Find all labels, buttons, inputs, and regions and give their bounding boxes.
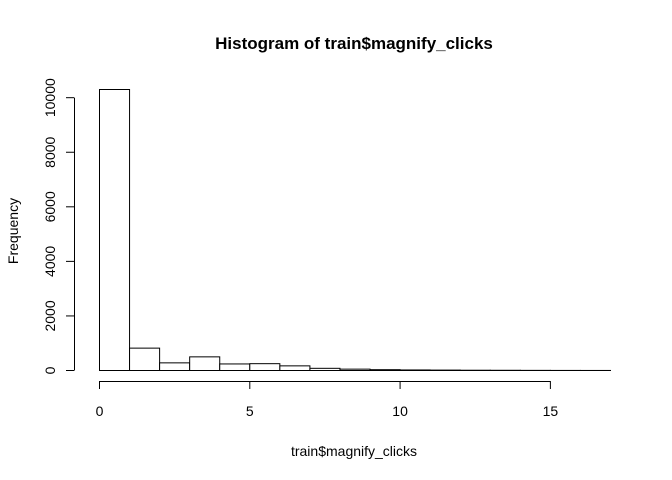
y-tick-label: 2000 [42, 300, 58, 331]
histogram-bar [279, 365, 311, 371]
y-axis-label: Frequency [5, 198, 21, 264]
y-tick-label: 4000 [42, 246, 58, 277]
histogram-bar [189, 356, 221, 371]
y-tick-label: 0 [42, 366, 58, 374]
histogram-bar [369, 369, 401, 371]
y-tick-label: 10000 [42, 78, 58, 117]
histogram-bar [159, 362, 191, 372]
x-tick-label: 5 [246, 403, 254, 419]
histogram-bar [309, 367, 341, 371]
bars-group [99, 89, 611, 372]
y-tick-label: 6000 [42, 191, 58, 222]
x-tick-label: 15 [543, 403, 559, 419]
histogram-bar [99, 89, 131, 371]
histogram-bar [249, 363, 281, 372]
chart-title: Histogram of train$magnify_clicks [215, 34, 493, 53]
histogram-bar [399, 369, 431, 372]
x-axis: 0 5 10 15 [96, 381, 559, 419]
histogram-bar [129, 347, 161, 371]
x-tick-label: 0 [96, 403, 104, 419]
x-axis-label: train$magnify_clicks [291, 443, 417, 459]
histogram-bar [339, 368, 371, 372]
x-tick-label: 10 [392, 403, 408, 419]
y-tick-label: 8000 [42, 136, 58, 167]
histogram-bar [219, 363, 251, 371]
y-axis: 0 2000 4000 6000 8000 10000 [42, 78, 75, 374]
